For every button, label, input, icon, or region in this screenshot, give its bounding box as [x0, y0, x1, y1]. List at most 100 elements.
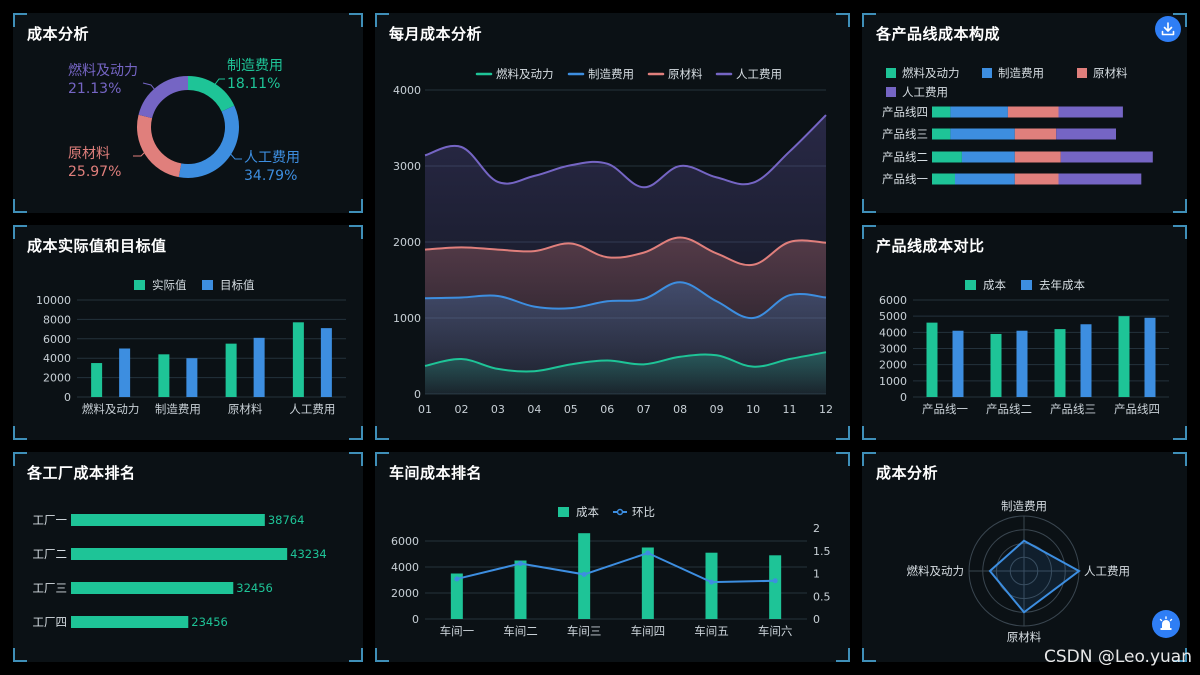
x-tick-label: 02 — [454, 403, 468, 416]
bar — [71, 582, 234, 594]
donut-slice — [137, 114, 182, 178]
donut-label-percent: 21.13% — [68, 81, 121, 97]
x-tick-label: 车间四 — [631, 624, 666, 638]
corner-decoration — [1173, 199, 1187, 213]
y2-tick-label: 0.5 — [813, 590, 831, 603]
panel-product-line-compare: 产品线成本对比 0 1000 2000 3000 4000 5000 6000 产品线一 产品线… — [862, 225, 1187, 440]
panel-cost-radar: 成本分析 制造费用 人工费用 原材料 燃料及动力 — [862, 452, 1187, 662]
y-tick-label: 1000 — [393, 312, 421, 325]
stacked-bar-segment — [955, 173, 1015, 185]
line-point — [581, 571, 587, 577]
category-label: 工厂一 — [33, 513, 68, 527]
stacked-bar-segment — [932, 128, 951, 140]
corner-decoration — [349, 199, 363, 213]
donut-slice — [178, 105, 239, 178]
radar-indicator-label: 人工费用 — [1084, 564, 1130, 578]
corner-decoration — [836, 648, 850, 662]
panel-factory-ranking: 各工厂成本排名 工厂一 38764 工厂二 43234 工厂三 32456 工厂四 23456 — [13, 452, 363, 662]
y-tick-label: 6000 — [879, 294, 907, 307]
alarm-icon — [1159, 616, 1173, 630]
corner-decoration — [1173, 452, 1187, 466]
stacked-bar-segment — [1007, 106, 1059, 118]
series-line — [424, 236, 827, 267]
donut-slice — [138, 76, 189, 119]
corner-decoration — [1173, 648, 1187, 662]
legend-marker — [134, 280, 145, 290]
legend-label: 去年成本 — [1039, 278, 1085, 292]
x-tick-label: 制造费用 — [155, 402, 201, 416]
corner-decoration — [13, 13, 27, 27]
legend-label: 燃料及动力 — [496, 67, 554, 81]
donut-label-percent: 18.11% — [227, 76, 280, 92]
x-tick-label: 03 — [491, 403, 505, 416]
line-point — [709, 579, 714, 585]
corner-decoration — [375, 648, 389, 662]
download-button[interactable] — [1155, 16, 1181, 42]
series-line — [424, 114, 827, 189]
y-tick-label: 4000 — [879, 326, 907, 339]
area-fill-0 — [425, 352, 826, 394]
x-tick-label: 产品线一 — [922, 402, 968, 416]
bar — [705, 552, 718, 619]
y2-tick-label: 1.5 — [813, 545, 831, 558]
x-tick-label: 05 — [564, 403, 578, 416]
corner-decoration — [13, 648, 27, 662]
category-label: 产品线二 — [882, 150, 928, 164]
donut-chart: 制造费用 18.11% 人工费用 34.79% 原材料 25.97% 燃料及动力 21.13% — [68, 58, 300, 184]
category-label: 工厂四 — [33, 615, 68, 629]
stacked-bar-segment — [950, 128, 1015, 140]
line-point — [645, 550, 651, 556]
y-tick-label: 8000 — [43, 313, 71, 326]
corner-decoration — [13, 426, 27, 440]
x-tick-label: 11 — [783, 403, 797, 416]
bar — [952, 330, 964, 397]
corner-decoration — [349, 452, 363, 466]
bar — [71, 616, 189, 628]
radar-indicator-label: 制造费用 — [1001, 499, 1047, 513]
donut-slice — [187, 76, 235, 112]
factory-ranking-bar-chart: 工厂一 38764 工厂二 43234 工厂三 32456 工厂四 23456 — [33, 513, 327, 629]
panel-workshop-ranking: 车间成本排名 0 2000 4000 6000 车间一 车间二 车间三 车间四 车间五 车间六 0 0… — [375, 452, 850, 662]
panel-title: 每月成本分析 — [389, 25, 483, 43]
x-tick-label: 06 — [600, 403, 614, 416]
legend-label: 实际值 — [152, 278, 187, 292]
bar-value-label: 32456 — [236, 581, 273, 595]
panel-title: 各产品线成本构成 — [876, 25, 1001, 43]
bar — [926, 322, 938, 397]
y-tick-label: 3000 — [879, 343, 907, 356]
donut-leader-line — [212, 78, 225, 88]
panel-product-line-composition: 各产品线成本构成 燃料及动力 制造费用 原材料 人工费用 产品线四 产品线三 产品线二 产品线… — [862, 13, 1187, 213]
bar — [91, 363, 103, 397]
radar-indicator-label: 燃料及动力 — [907, 564, 965, 578]
x-tick-label: 12 — [819, 403, 833, 416]
stacked-bar-segment — [950, 106, 1008, 118]
corner-decoration — [13, 452, 27, 466]
bar — [71, 548, 288, 560]
y-tick-label: 10000 — [36, 294, 71, 307]
corner-decoration — [375, 13, 389, 27]
y-tick-label: 2000 — [393, 236, 421, 249]
bar — [225, 343, 237, 397]
legend-label: 成本 — [576, 505, 599, 519]
corner-decoration — [375, 452, 389, 466]
series-line — [456, 551, 776, 584]
donut-leader-line — [142, 82, 160, 96]
x-tick-label: 车间三 — [567, 624, 602, 638]
line-point — [772, 578, 778, 584]
alarm-button[interactable] — [1152, 610, 1180, 638]
bar — [186, 358, 198, 397]
y-tick-label: 6000 — [43, 333, 71, 346]
corner-decoration — [836, 13, 850, 27]
category-label: 产品线四 — [882, 105, 928, 119]
bar — [71, 514, 265, 526]
y2-tick-label: 1 — [813, 568, 820, 581]
corner-decoration — [349, 426, 363, 440]
corner-decoration — [836, 452, 850, 466]
legend-marker — [558, 507, 569, 517]
panel-actual-vs-target: 成本实际值和目标值 0 2000 4000 6000 8000 10000 燃料及动力 制造费… — [13, 225, 363, 440]
stacked-bar-segment — [932, 173, 955, 185]
y-tick-label: 1000 — [879, 375, 907, 388]
product-compare-bar-chart: 0 1000 2000 3000 4000 5000 6000 产品线一 产品线二 产品线三 产品线… — [879, 278, 1169, 416]
panel-title: 成本实际值和目标值 — [27, 237, 167, 255]
y-tick-label: 4000 — [391, 561, 419, 574]
